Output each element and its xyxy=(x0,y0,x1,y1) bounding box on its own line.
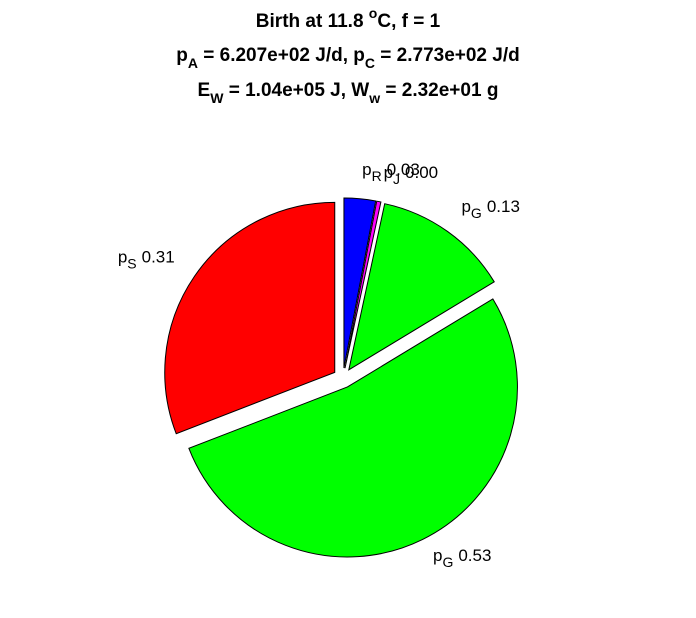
pie-slice xyxy=(164,201,336,435)
pie-slice xyxy=(343,197,377,369)
title-sub: C xyxy=(365,55,375,71)
title-sub: w xyxy=(368,90,380,106)
label-value: 0.00 xyxy=(405,163,438,182)
title-text: C, f = 1 xyxy=(377,11,440,32)
title-sub: A xyxy=(188,55,198,71)
label-value: 0.03 xyxy=(387,160,420,179)
label-symbol: p xyxy=(433,546,442,565)
title-text: = 6.207e+02 J/d, p xyxy=(198,45,365,66)
slice-label: pG 0.53 xyxy=(433,546,491,570)
slice-label: pJ 0.00 xyxy=(384,163,439,187)
label-symbol: p xyxy=(118,248,127,267)
title-sup: o xyxy=(369,5,378,21)
label-value: 0.31 xyxy=(142,248,175,267)
title-text: = 2.32e+01 g xyxy=(380,80,498,101)
title-line: pA = 6.207e+02 J/d, pC = 2.773e+02 J/d xyxy=(176,45,519,71)
title-text: Birth at 11.8 xyxy=(256,11,369,32)
title-text: = 2.773e+02 J/d xyxy=(375,45,520,66)
label-subscript: R xyxy=(372,168,382,184)
slice-label: pR 0.03 xyxy=(362,160,420,184)
title-line: EW = 1.04e+05 J, Ww = 2.32e+01 g xyxy=(198,80,499,106)
label-subscript: G xyxy=(442,554,453,570)
title-text: = 1.04e+05 J, W xyxy=(223,80,369,101)
label-subscript: G xyxy=(471,205,482,221)
pie-slice xyxy=(348,203,495,371)
title-text: p xyxy=(176,45,188,66)
pie-slice xyxy=(344,200,382,369)
label-symbol: p xyxy=(384,163,393,182)
label-symbol: p xyxy=(362,160,371,179)
title-line: Birth at 11.8 oC, f = 1 xyxy=(256,5,441,32)
title-text: E xyxy=(198,80,211,101)
label-subscript: S xyxy=(127,256,136,272)
slice-label: pS 0.31 xyxy=(118,248,175,272)
label-value: 0.53 xyxy=(458,546,491,565)
label-subscript: J xyxy=(393,171,400,187)
pie-slice xyxy=(188,298,518,558)
label-symbol: p xyxy=(461,197,470,216)
slice-label: pG 0.13 xyxy=(461,197,519,221)
label-value: 0.13 xyxy=(487,197,520,216)
title-sub: W xyxy=(210,90,224,106)
